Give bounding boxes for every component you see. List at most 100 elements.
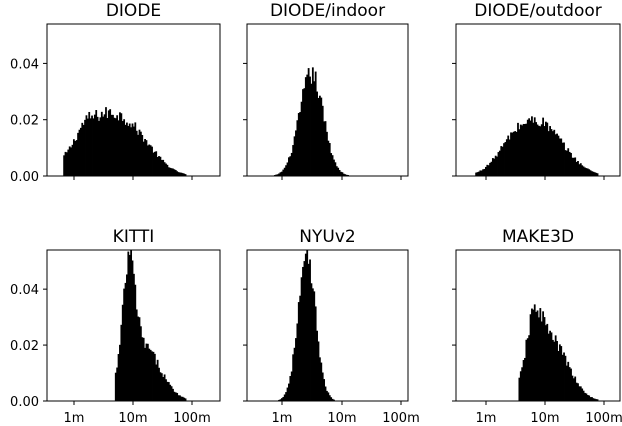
histogram-bar (565, 150, 568, 176)
histogram-bar (149, 145, 152, 176)
histogram-bar (542, 311, 545, 401)
histogram-bar (156, 359, 159, 401)
histogram-bar (500, 146, 503, 176)
histogram-bar (317, 97, 320, 176)
histogram-bar (524, 124, 526, 176)
histogram-bar (553, 341, 556, 401)
panel-6: MAKE3D 1m 10m 100m (452, 227, 622, 426)
histogram-bar (292, 145, 295, 176)
histogram-bar (526, 119, 529, 176)
histogram-bar (528, 335, 531, 401)
histogram-bar (92, 118, 95, 176)
histogram-bar (95, 110, 98, 176)
histogram-bar (68, 146, 71, 176)
histogram-bar (510, 132, 512, 176)
histogram-bar (483, 168, 486, 176)
histogram-bar (79, 127, 82, 176)
histogram-bar (172, 388, 174, 401)
histogram-bar (334, 162, 337, 176)
histogram-bar (570, 152, 572, 176)
histogram-bar (582, 166, 585, 176)
histogram-bar (184, 174, 187, 176)
histogram-bar (535, 122, 538, 176)
histogram-bar (503, 143, 505, 176)
histogram-bar (341, 172, 344, 176)
panel-5: NYUv2 1m 10m 100m (243, 227, 420, 426)
histogram-bar (574, 376, 577, 401)
histogram-bar (124, 282, 127, 401)
histogram-bar (489, 162, 491, 176)
histogram-bar (536, 310, 539, 401)
histogram-bar (120, 113, 123, 176)
histogram-bar (130, 250, 133, 401)
histogram-bar (486, 164, 489, 176)
histogram-bar (113, 117, 116, 176)
histogram-bar (518, 129, 521, 176)
axes-frame (455, 249, 621, 402)
histogram-bar (554, 335, 557, 401)
histogram-bar (588, 169, 591, 176)
histogram-bar (103, 114, 106, 176)
histogram-bar (333, 399, 335, 401)
histogram-bar (591, 171, 593, 176)
histogram-bar (475, 172, 478, 176)
histogram-bar (563, 352, 565, 401)
histogram-bar (126, 122, 128, 176)
histogram-bar (297, 113, 300, 176)
histogram-bar (93, 114, 96, 176)
histogram-bar (174, 170, 177, 176)
histogram-bar (75, 140, 78, 176)
histogram-bar (302, 266, 304, 401)
histogram-bar (110, 114, 113, 176)
histogram-bar (563, 142, 565, 176)
histogram-bar (592, 171, 595, 176)
histogram-bar (82, 124, 85, 176)
x-tick-label: 100m (173, 411, 210, 426)
histogram-bar (560, 346, 563, 401)
histogram-bar (571, 375, 574, 401)
histogram-bar (589, 397, 592, 401)
panel-4: KITTI 1m 10m 100m 0.00 0.02 0.04 (10, 227, 221, 426)
histogram-bar (321, 372, 324, 401)
x-tick-label: 10m (327, 411, 356, 426)
histogram-bar (138, 317, 141, 401)
histogram-bar (155, 151, 158, 176)
histogram-bar (155, 364, 158, 401)
histogram-bar (173, 391, 176, 401)
histogram-bar (311, 67, 314, 176)
histogram-bar (536, 124, 539, 176)
histogram-bar (134, 284, 137, 401)
histogram-bar (275, 174, 278, 176)
histogram-bar (484, 166, 487, 176)
histogram-bar (326, 131, 328, 176)
histogram-bar (176, 392, 179, 401)
histogram-bar (81, 122, 84, 176)
histogram-bar (286, 387, 289, 401)
histogram-bar (293, 136, 296, 176)
histogram-bar (285, 392, 288, 401)
histogram-bar (550, 129, 553, 176)
histogram-bar (524, 357, 526, 401)
histogram-bar (137, 316, 139, 401)
histogram-bar (596, 173, 599, 176)
y-tick-label: 0.00 (10, 170, 39, 185)
histogram-bar (529, 314, 532, 401)
histogram-bar (546, 323, 549, 401)
histogram-bar (290, 152, 293, 176)
histogram-bar (123, 119, 126, 176)
x-tick-label: 10m (118, 411, 147, 426)
histogram-bar (519, 371, 522, 401)
histogram-bar (577, 161, 579, 176)
histogram-bar (525, 339, 528, 401)
histogram-bar (290, 371, 293, 401)
histogram-bar (342, 173, 345, 176)
panel-title: MAKE3D (502, 227, 574, 247)
histogram-bar (107, 110, 110, 176)
histogram-bar (344, 174, 347, 176)
y-tick-label: 0.04 (10, 283, 39, 298)
histogram-bar (119, 112, 121, 176)
panel-1: DIODE 0.00 0.02 0.04 (10, 1, 221, 185)
histogram-bar (124, 124, 127, 176)
y-tick-label: 0.02 (10, 114, 39, 129)
histogram-bar (177, 172, 180, 176)
